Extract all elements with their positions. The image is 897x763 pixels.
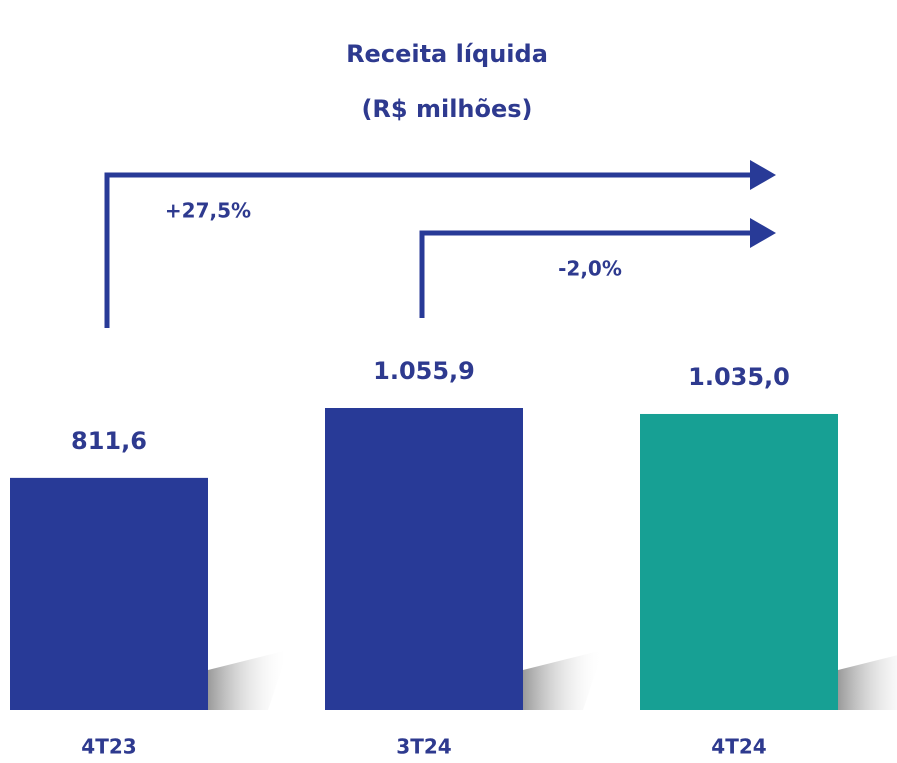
- x-tick-label: 3T24: [396, 735, 451, 759]
- chart-subtitle: (R$ milhões): [361, 95, 532, 123]
- value-label: 811,6: [71, 427, 147, 455]
- bar-shadow: [208, 650, 288, 710]
- x-tick-label: 4T24: [711, 735, 766, 759]
- annotation: -2,0%: [558, 257, 622, 281]
- arrow: [104, 160, 776, 328]
- chart-title: Receita líquida: [346, 40, 548, 68]
- value-label: 1.055,9: [373, 357, 475, 385]
- x-tick-label: 4T23: [81, 735, 136, 759]
- bar-shadow: [838, 655, 897, 710]
- annotation: +27,5%: [165, 199, 251, 223]
- bar-shadow: [523, 650, 603, 710]
- value-label: 1.035,0: [688, 363, 790, 391]
- bar: [325, 408, 523, 710]
- bar: [640, 413, 838, 710]
- bar: [10, 477, 208, 710]
